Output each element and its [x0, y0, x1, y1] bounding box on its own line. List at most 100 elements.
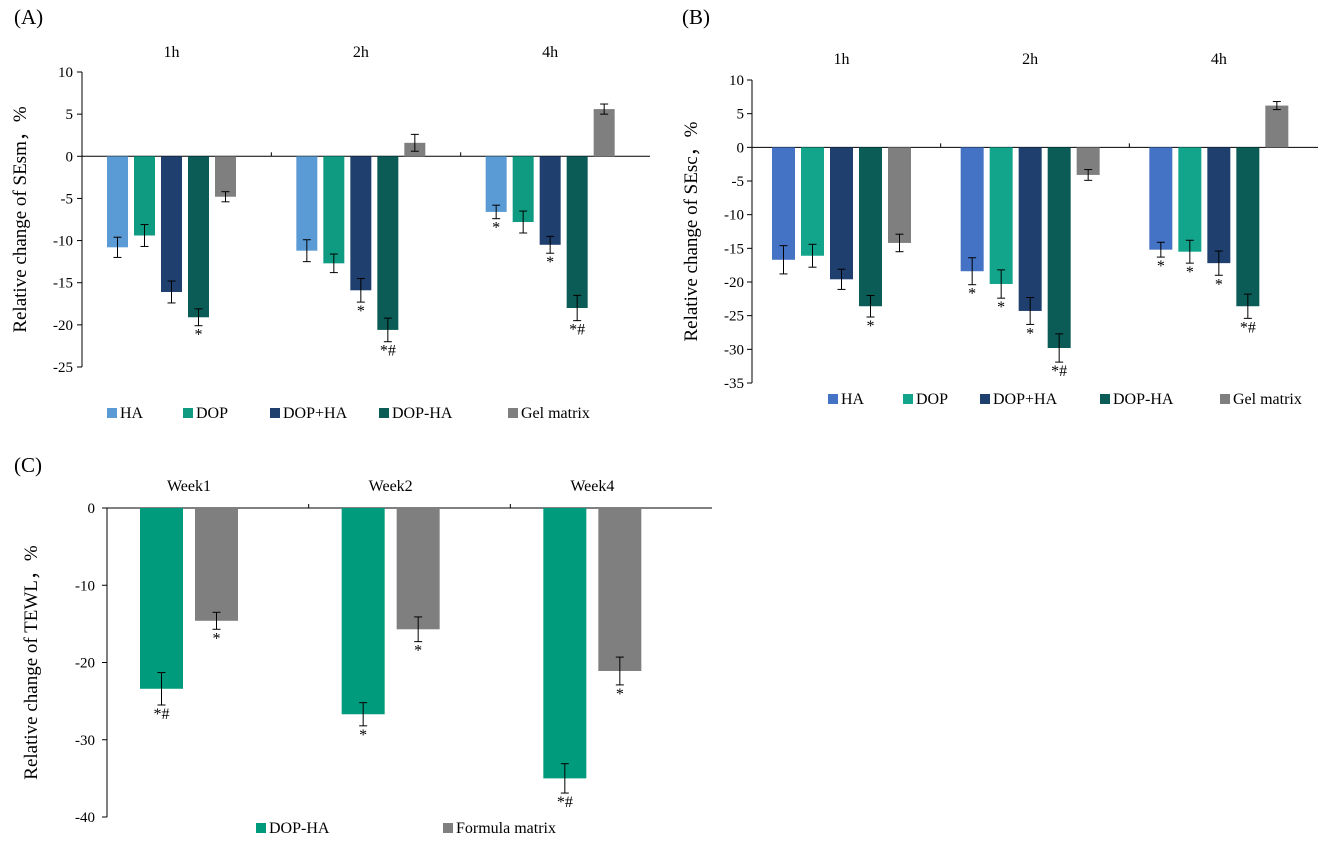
p0-y-tick-label: 10 [58, 65, 73, 81]
p0-legend-swatch [379, 408, 389, 418]
p0-y-tick-label: -5 [61, 191, 74, 207]
p1-bar [989, 147, 1013, 285]
p2-y-tick-label: -30 [75, 733, 95, 749]
p0-y-axis-label: Relative change of SEsm，% [10, 106, 31, 333]
p0-legend-swatch [270, 408, 280, 418]
p1-y-tick-label: 10 [729, 73, 744, 89]
p1-category-label: 4h [1211, 51, 1227, 68]
p2-significance-mark: * [213, 630, 221, 647]
p1-significance-mark: * [997, 299, 1005, 316]
p0-bar [593, 109, 615, 157]
p0-category-label: 4h [542, 44, 558, 61]
p2-legend-swatch [443, 823, 453, 833]
p2-bar [543, 508, 587, 779]
p1-significance-mark: * [1186, 264, 1194, 281]
p1-bar [1076, 147, 1100, 175]
p0-legend-label: DOP [196, 405, 228, 422]
p0-legend-label: HA [120, 405, 144, 422]
p0-bar [350, 156, 372, 291]
p0-y-tick-label: -25 [53, 360, 73, 376]
p0-bar [188, 156, 209, 318]
p1-bar [1149, 147, 1173, 250]
p1-y-tick-label: -10 [724, 208, 744, 224]
p0-legend-swatch [107, 408, 117, 418]
p2-category-label: Week2 [369, 478, 413, 495]
p1-category-label: 1h [834, 51, 850, 68]
p1-bar [859, 147, 882, 307]
p1-bar [1236, 147, 1260, 307]
p0-significance-mark: *# [380, 343, 396, 360]
panel-c-label: (C) [14, 453, 42, 477]
p1-legend-swatch [828, 394, 838, 404]
p0-legend-swatch [183, 408, 193, 418]
p0-bar [566, 156, 588, 308]
p2-category-label: Week4 [570, 478, 614, 495]
p2-y-axis-label: Relative change of TEWL，% [21, 545, 42, 780]
p1-y-tick-label: -20 [724, 275, 744, 291]
p2-legend-label: Formula matrix [456, 820, 556, 837]
p2-category-label: Week1 [167, 478, 211, 495]
panel-b-label: (B) [682, 5, 710, 29]
p0-legend-label: Gel matrix [521, 405, 590, 422]
p0-bar [539, 156, 561, 245]
p1-legend-label: DOP+HA [993, 391, 1058, 408]
p0-y-tick-label: -15 [53, 276, 73, 292]
p0-legend-label: DOP+HA [283, 405, 348, 422]
p1-y-tick-label: -15 [724, 241, 744, 257]
p1-bar [960, 147, 984, 272]
p0-category-label: 2h [353, 44, 369, 61]
p2-bar [140, 508, 183, 689]
p1-y-axis-label: Relative change of SEsc，% [681, 121, 702, 341]
p0-significance-mark: * [492, 220, 500, 237]
p1-y-tick-label: -5 [732, 174, 745, 190]
p0-significance-mark: * [546, 254, 554, 271]
p1-significance-mark: * [1157, 258, 1165, 275]
p2-significance-mark: *# [154, 706, 170, 723]
p0-y-tick-label: 0 [66, 149, 74, 165]
p1-legend-swatch [1220, 394, 1230, 404]
p1-bar [801, 147, 824, 256]
p1-bar [1265, 105, 1289, 148]
p0-significance-mark: *# [569, 322, 585, 339]
p0-significance-mark: * [195, 327, 203, 344]
p1-category-label: 2h [1022, 51, 1038, 68]
p1-significance-mark: *# [1240, 319, 1256, 336]
p2-significance-mark: * [414, 643, 422, 660]
p2-significance-mark: * [616, 686, 624, 703]
p0-legend-label: DOP-HA [392, 405, 453, 422]
p0-bar [215, 156, 236, 197]
p1-bar [888, 147, 911, 243]
p2-legend-label: DOP-HA [269, 820, 330, 837]
p1-bar [1178, 147, 1202, 252]
p2-significance-mark: *# [557, 794, 573, 811]
p0-bar [296, 156, 318, 251]
p0-bar [377, 156, 399, 330]
p1-bar [1047, 147, 1071, 348]
p2-bar [341, 508, 385, 715]
p2-y-tick-label: -40 [75, 810, 95, 826]
p1-bar [772, 147, 795, 260]
p0-bar [161, 156, 182, 292]
p0-legend-swatch [508, 408, 518, 418]
p2-bar [396, 508, 440, 630]
p1-significance-mark: * [1026, 325, 1034, 342]
p0-bar [134, 156, 155, 236]
p2-y-tick-label: -20 [75, 656, 95, 672]
p0-bar [512, 156, 534, 223]
p0-y-tick-label: 5 [66, 107, 74, 123]
p1-bar [1207, 147, 1231, 264]
p2-bar [598, 508, 642, 671]
p1-y-tick-label: -30 [724, 342, 744, 358]
p1-y-tick-label: 5 [737, 107, 745, 123]
p2-y-tick-label: 0 [88, 501, 96, 517]
p1-y-tick-label: 0 [737, 140, 745, 156]
p1-legend-label: HA [841, 391, 865, 408]
p1-legend-label: Gel matrix [1233, 391, 1302, 408]
p2-y-tick-label: -10 [75, 578, 95, 594]
p0-significance-mark: * [357, 303, 365, 320]
p1-bar [830, 147, 853, 280]
p1-significance-mark: * [1215, 276, 1223, 293]
p1-legend-swatch [980, 394, 990, 404]
p2-significance-mark: * [359, 727, 367, 744]
